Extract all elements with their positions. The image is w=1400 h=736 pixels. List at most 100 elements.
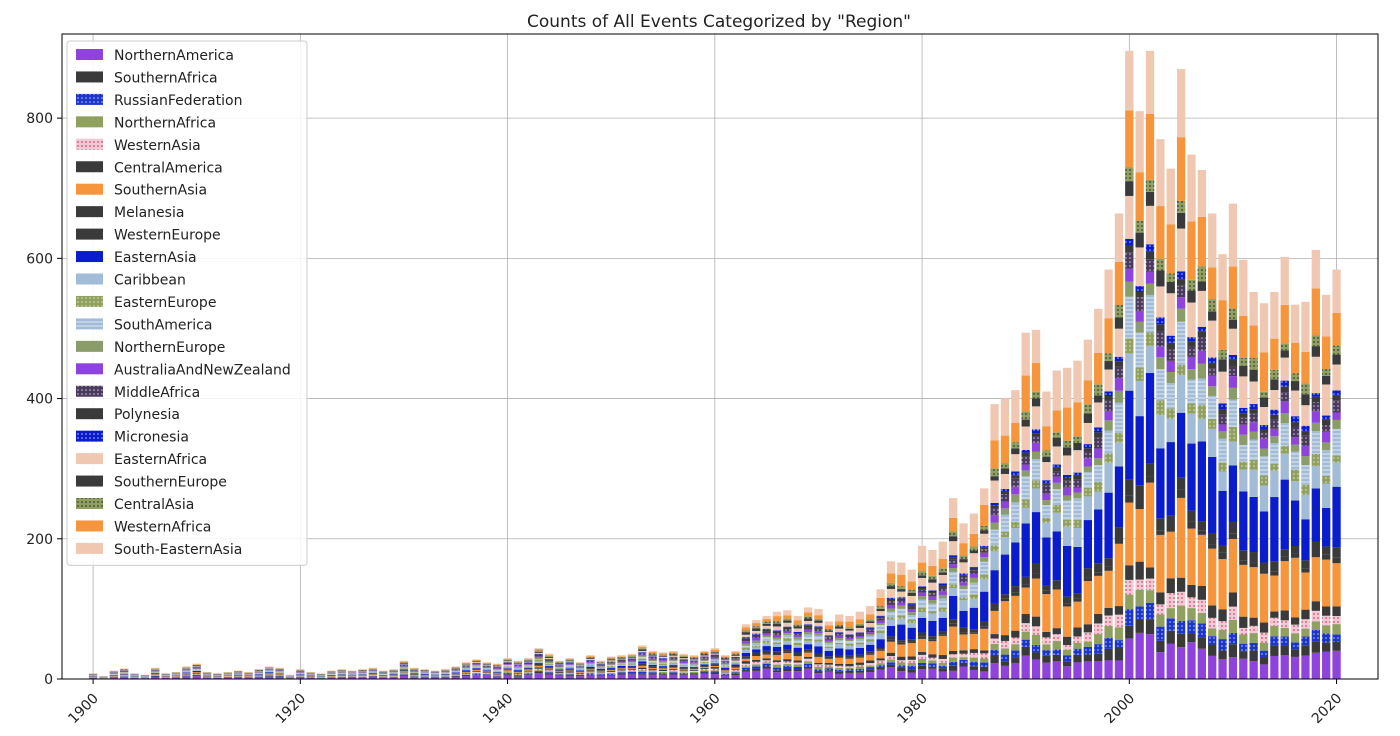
bar-segment: [1332, 364, 1341, 391]
bar-segment: [617, 665, 626, 667]
bar-segment-hatch: [700, 661, 709, 662]
bar-segment-hatch: [949, 584, 958, 589]
bar-segment: [617, 658, 626, 660]
bar-segment-hatch: [886, 662, 896, 665]
bar-segment: [1259, 429, 1269, 433]
bar-segment: [1166, 281, 1175, 294]
bar-segment: [120, 673, 129, 674]
bar-segment-hatch: [907, 665, 916, 670]
bar-segment-hatch: [1301, 425, 1310, 432]
bar-segment: [710, 662, 719, 664]
bar-segment: [845, 649, 854, 656]
bar-segment-hatch: [1239, 643, 1248, 652]
bar-segment: [928, 668, 937, 679]
bar-segment: [1332, 269, 1341, 313]
bar-segment: [1021, 631, 1030, 640]
bar-segment: [700, 670, 709, 672]
bar-segment: [1197, 648, 1206, 679]
bar-segment: [700, 666, 709, 668]
bar-segment: [835, 632, 844, 634]
bar-segment: [1197, 418, 1206, 442]
bar-segment: [1125, 181, 1134, 196]
bar-segment: [959, 523, 968, 544]
bar-segment: [824, 630, 833, 632]
bar-segment: [803, 661, 813, 665]
bar-segment: [513, 669, 523, 671]
bar-segment: [1000, 537, 1010, 555]
bar-segment-hatch: [1280, 446, 1289, 454]
bar-segment: [969, 553, 979, 568]
bar-segment: [1073, 527, 1082, 547]
bar-segment-hatch: [969, 567, 979, 569]
bar-segment: [534, 665, 543, 668]
bar-segment: [1114, 543, 1124, 607]
bar-segment-hatch: [1000, 463, 1010, 469]
bar-segment: [1114, 647, 1124, 661]
bar-segment: [1187, 510, 1196, 522]
bar-segment: [461, 670, 471, 672]
legend-swatch: [76, 161, 103, 173]
bar-segment: [762, 650, 771, 654]
bar-segment-hatch: [192, 667, 201, 668]
bar-segment-hatch: [1094, 427, 1103, 433]
bar-segment-hatch: [1114, 614, 1124, 628]
bar-segment: [524, 664, 533, 665]
bar-segment: [959, 600, 968, 611]
bar-segment-hatch: [1290, 469, 1300, 482]
bar-segment-hatch: [1239, 407, 1248, 414]
bar-segment: [1301, 431, 1310, 436]
bar-segment: [1249, 567, 1258, 618]
bar-segment: [472, 672, 481, 674]
bar-segment: [814, 620, 823, 623]
bar-segment-hatch: [1125, 167, 1134, 182]
bar-segment-hatch: [990, 468, 999, 477]
bar-segment-hatch: [1176, 364, 1186, 376]
bar-segment-hatch: [741, 637, 751, 639]
bar-segment-hatch: [1073, 472, 1082, 476]
bar-segment: [1094, 613, 1103, 624]
bar-segment: [1228, 592, 1238, 607]
bar-segment-hatch: [917, 586, 927, 588]
bar-segment: [1083, 458, 1092, 467]
bar-segment: [1228, 533, 1238, 539]
bar-segment: [700, 655, 709, 657]
bar-segment: [679, 672, 688, 674]
bar-segment: [886, 604, 896, 609]
bar-segment: [565, 663, 574, 665]
bar-segment: [472, 670, 481, 671]
bar-segment-hatch: [762, 637, 771, 641]
bar-segment-hatch: [824, 629, 833, 631]
bar-segment-hatch: [586, 661, 595, 663]
bar-segment-hatch: [544, 663, 554, 664]
bar-segment: [1156, 286, 1165, 318]
bar-segment-hatch: [596, 672, 605, 674]
bar-segment: [710, 657, 719, 659]
bar-segment-hatch: [1135, 367, 1144, 381]
bar-segment-hatch: [1270, 442, 1279, 464]
bar-segment: [1311, 356, 1320, 394]
bar-segment: [482, 671, 491, 673]
bar-segment: [524, 667, 533, 669]
bar-segment: [1270, 655, 1279, 679]
bar-segment: [949, 568, 958, 572]
bar-segment: [669, 667, 678, 669]
bar-segment: [1228, 441, 1238, 466]
bar-segment: [461, 674, 471, 675]
bar-segment: [1021, 646, 1030, 656]
bar-segment-hatch: [544, 663, 554, 665]
bar-segment: [1031, 512, 1041, 564]
bar-segment: [783, 633, 792, 635]
bar-segment: [617, 657, 626, 659]
legend-swatch-hatch: [76, 93, 103, 105]
bar-segment: [524, 675, 533, 679]
bar-segment-hatch: [969, 661, 979, 667]
bar-segment: [1197, 637, 1206, 649]
bar-segment: [949, 665, 958, 671]
legend-swatch: [76, 453, 103, 465]
bar-segment: [1062, 487, 1072, 496]
bar-segment: [866, 671, 875, 679]
bar-segment-hatch: [1228, 366, 1238, 377]
bar-segment: [451, 674, 460, 675]
bar-segment: [337, 677, 346, 679]
bar-segment-hatch: [741, 663, 751, 667]
